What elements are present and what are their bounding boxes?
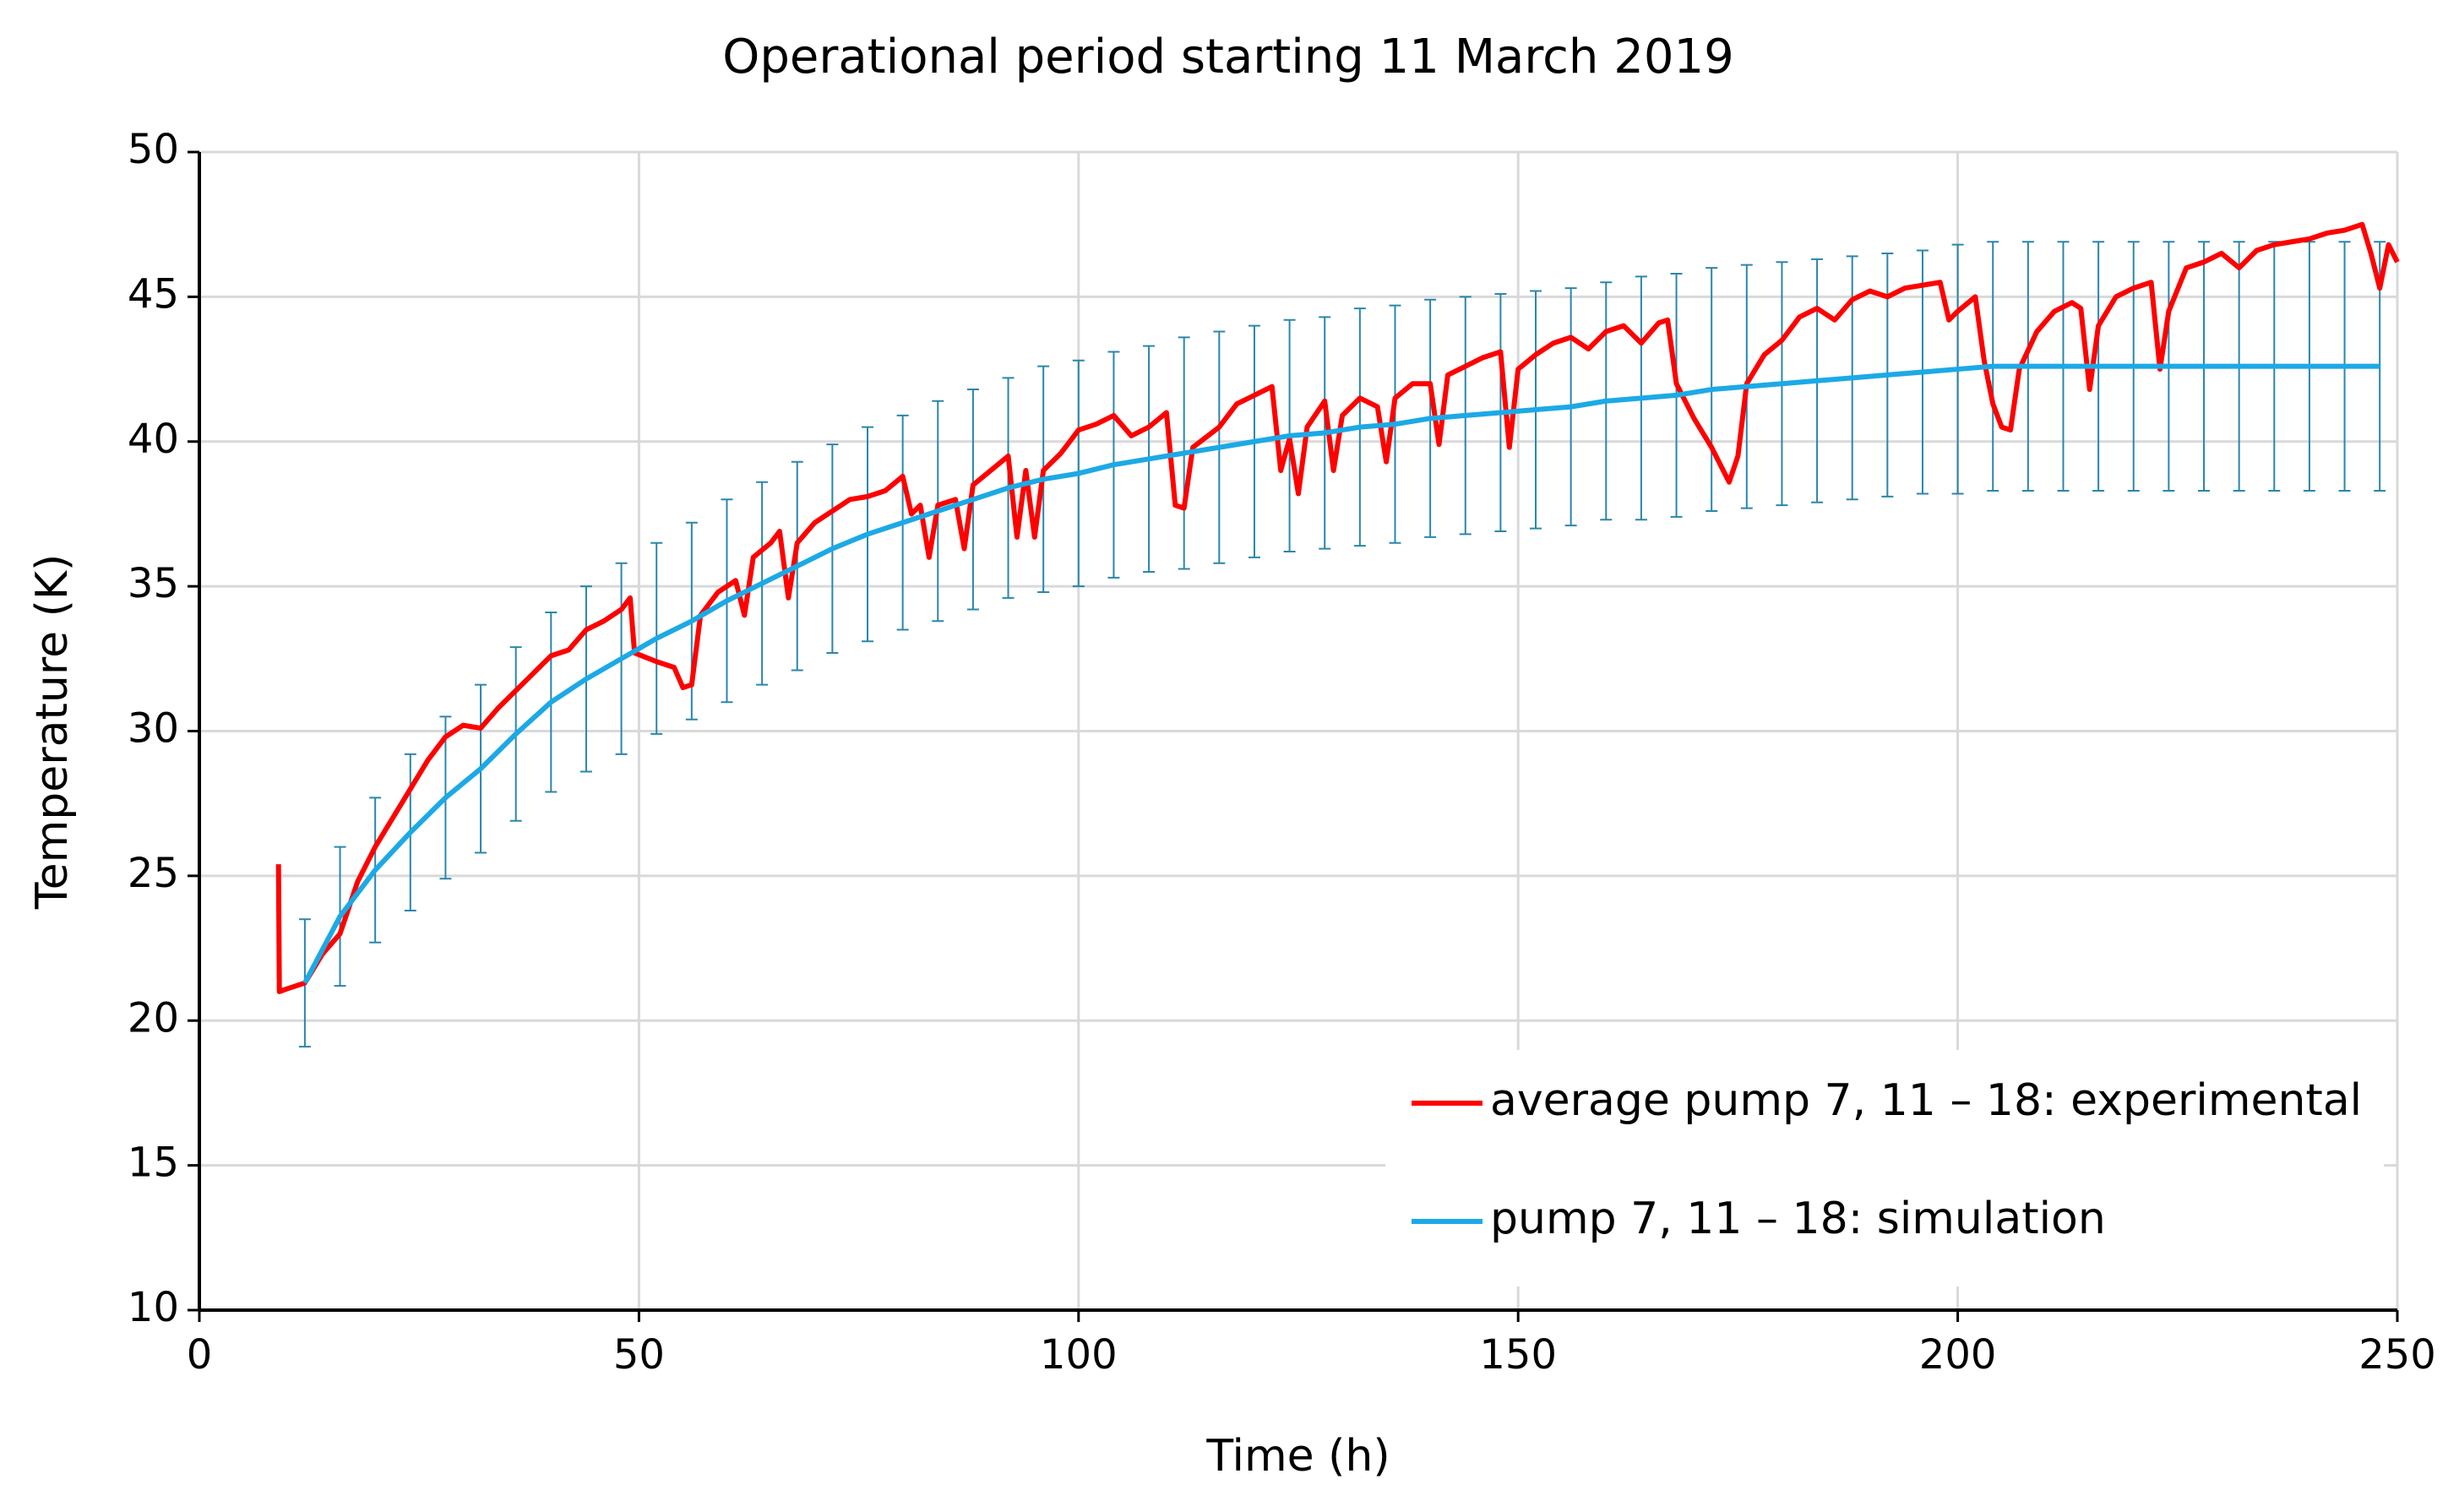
y-tick-label: 50: [128, 126, 179, 173]
series-line: [302, 363, 2380, 985]
x-tick-label: 250: [2358, 1331, 2436, 1379]
series-line: [275, 221, 2400, 994]
x-tick-label: 50: [613, 1331, 665, 1379]
y-axis-title: Temperature (K): [27, 554, 78, 911]
legend-box: [1385, 1050, 2384, 1286]
legend-label: pump 7, 11 – 18: simulation: [1490, 1194, 2106, 1244]
y-tick-label: 30: [128, 705, 179, 753]
y-tick-label: 10: [128, 1284, 179, 1331]
x-tick-label: 0: [187, 1331, 213, 1379]
y-tick-label: 25: [128, 850, 179, 897]
y-tick-label: 15: [128, 1139, 179, 1187]
x-tick-label: 200: [1919, 1331, 1997, 1379]
x-tick-label: 100: [1040, 1331, 1118, 1379]
y-tick-label: 40: [128, 416, 179, 463]
y-tick-label: 20: [128, 994, 179, 1042]
x-axis-title: Time (h): [1205, 1431, 1390, 1482]
legend: average pump 7, 11 – 18: experimental pum…: [1385, 1050, 2384, 1286]
chart-title: Operational period starting 11 March 201…: [722, 30, 1733, 84]
legend-label: average pump 7, 11 – 18: experimental: [1490, 1075, 2362, 1126]
y-tick-label: 35: [128, 560, 179, 607]
y-tick-label: 45: [128, 270, 179, 318]
x-tick-label: 150: [1479, 1331, 1557, 1379]
